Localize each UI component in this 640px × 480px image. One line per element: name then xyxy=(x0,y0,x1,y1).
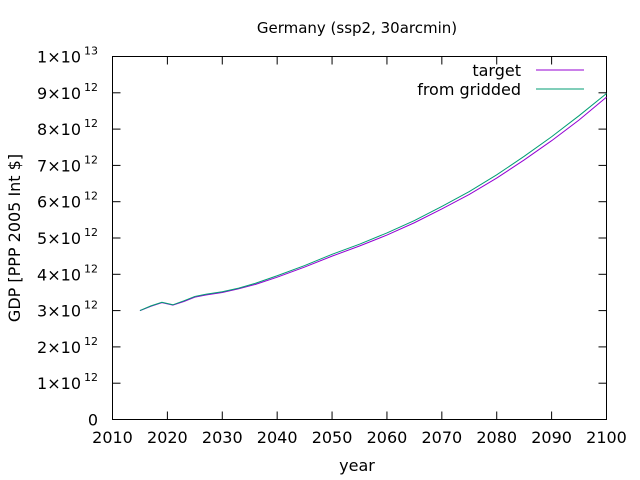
y-tick-label: 2×10 12 xyxy=(37,335,98,357)
y-tick-label: 0 xyxy=(88,411,98,430)
chart-title: Germany (ssp2, 30arcmin) xyxy=(257,19,457,37)
x-tick-label: 2100 xyxy=(586,428,627,447)
series-line-1 xyxy=(139,93,607,312)
y-tick-label: 7×10 12 xyxy=(37,153,98,175)
y-tick-label: 4×10 12 xyxy=(37,262,98,284)
y-axis-label: GDP [PPP 2005 Int $] xyxy=(5,154,24,322)
series-lines xyxy=(139,93,607,312)
y-tick-label: 3×10 12 xyxy=(37,299,98,321)
x-axis-label: year xyxy=(339,456,375,475)
tick-marks xyxy=(112,56,607,420)
y-tick-label: 8×10 12 xyxy=(37,117,98,139)
legend-label: target xyxy=(472,61,521,80)
series-line-0 xyxy=(139,96,607,312)
y-tick-label: 1×10 12 xyxy=(37,371,98,393)
y-tick-labels: 0 1×10 12 2×10 12 3×10 12 4×10 12 5×10 12 6×10 12 7×1… xyxy=(37,45,98,430)
plot-frame xyxy=(112,56,607,420)
x-tick-label: 2080 xyxy=(476,428,517,447)
x-tick-label: 2010 xyxy=(92,428,133,447)
x-tick-label: 2050 xyxy=(312,428,353,447)
legend-label: from gridded xyxy=(417,80,521,99)
y-tick-label: 1×10 13 xyxy=(37,45,98,67)
x-tick-label: 2020 xyxy=(147,428,188,447)
x-tick-label: 2030 xyxy=(202,428,243,447)
x-tick-label: 2060 xyxy=(367,428,408,447)
x-tick-label: 2090 xyxy=(531,428,572,447)
x-tick-label: 2070 xyxy=(421,428,462,447)
x-tick-labels: 2010 2020 2030 2040 2050 2060 2070 2080 2090 2100 xyxy=(92,428,627,447)
y-tick-label: 6×10 12 xyxy=(37,190,98,212)
y-tick-label: 5×10 12 xyxy=(37,226,98,248)
y-tick-label: 9×10 12 xyxy=(37,81,98,103)
x-tick-label: 2040 xyxy=(257,428,298,447)
